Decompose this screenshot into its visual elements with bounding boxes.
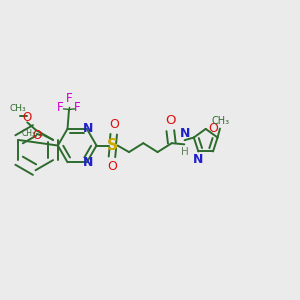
- Text: O: O: [109, 118, 119, 131]
- Text: O: O: [32, 129, 42, 142]
- Text: S: S: [107, 138, 118, 153]
- Text: F: F: [57, 101, 64, 114]
- Text: CH₃: CH₃: [9, 104, 26, 113]
- Text: H: H: [181, 147, 188, 157]
- Text: O: O: [107, 160, 117, 173]
- Text: F: F: [66, 92, 72, 105]
- Text: N: N: [179, 127, 190, 140]
- Text: CH₃: CH₃: [212, 116, 230, 126]
- Text: O: O: [165, 114, 175, 127]
- Text: N: N: [193, 153, 203, 166]
- Text: CH₃: CH₃: [22, 130, 36, 139]
- Text: N: N: [82, 122, 93, 135]
- Text: O: O: [209, 122, 218, 135]
- Text: N: N: [82, 156, 93, 170]
- Text: O: O: [22, 111, 31, 124]
- Text: F: F: [74, 101, 81, 114]
